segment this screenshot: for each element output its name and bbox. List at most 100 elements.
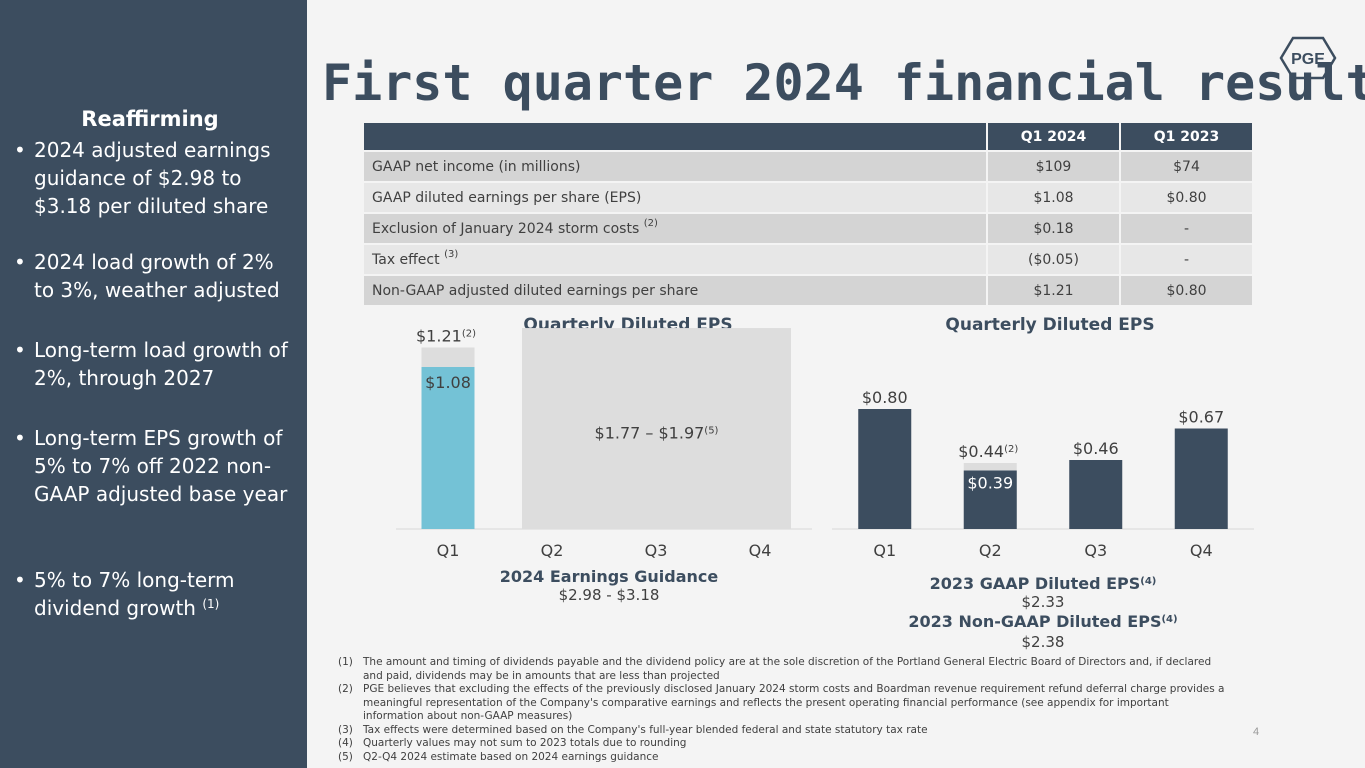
data-label-gaap: $0.67 (1178, 408, 1224, 427)
cell-q1-2023: - (1119, 243, 1254, 276)
x-tick-label: Q1 (873, 541, 896, 560)
logo-text: PGE (1291, 51, 1325, 68)
gaap-total-title: 2023 GAAP Diluted EPS(4) (930, 574, 1157, 593)
sidebar: Reaffirming • 2024 adjusted earnings gui… (0, 0, 307, 768)
sidebar-item: • Long-term load growth of 2%, through 2… (14, 336, 299, 392)
cell-q1-2023: $0.80 (1119, 274, 1254, 307)
data-label-gaap: $0.46 (1073, 439, 1119, 458)
cell-q1-2023: $0.80 (1119, 181, 1254, 214)
cell-q1-2024: $109 (986, 150, 1121, 183)
page-number: 4 (1253, 726, 1260, 738)
footnote-text: PGE believes that excluding the effects … (363, 683, 1225, 722)
footnote-number: (5) (338, 750, 353, 763)
guidance-value: $2.98 - $3.18 (559, 586, 660, 604)
chart-title: Quarterly Diluted EPS (945, 315, 1154, 335)
bullet-icon: • (14, 250, 26, 274)
table-row: Non-GAAP adjusted diluted earnings per s… (362, 274, 1254, 307)
table-header: Q1 2024 (986, 121, 1121, 152)
x-tick-label: Q4 (1190, 541, 1213, 560)
gaap-total-value: $2.33 (1022, 593, 1065, 611)
bullet-icon: • (14, 568, 26, 592)
x-tick-label: Q4 (749, 541, 772, 560)
bar-gaap (1069, 460, 1123, 529)
nongaap-total-value: $2.38 (1022, 633, 1065, 651)
row-label-sup: (2) (643, 217, 658, 229)
x-tick-label: Q2 (979, 541, 1002, 560)
bullet-icon: • (14, 426, 26, 450)
table-row: GAAP diluted earnings per share (EPS) $1… (362, 181, 1254, 214)
table-header (362, 121, 988, 152)
sidebar-item-text: 2024 load growth of 2% to 3%, weather ad… (34, 250, 280, 302)
sidebar-item: • 2024 load growth of 2% to 3%, weather … (14, 248, 299, 304)
cell-q1-2024: $0.18 (986, 212, 1121, 245)
bar-gaap-q1 (421, 367, 475, 529)
row-label-text: Tax effect (372, 251, 440, 268)
footnote: (5) Q2-Q4 2024 estimate based on 2024 ear… (338, 751, 1228, 765)
row-label-sup: (3) (444, 248, 459, 260)
data-label-gaap-q1: $1.08 (425, 373, 471, 392)
data-label-adjusted-q1: $1.21(2) (416, 327, 476, 346)
row-label: Exclusion of January 2024 storm costs (2… (362, 212, 988, 245)
sidebar-item-text: Long-term EPS growth of 5% to 7% off 202… (34, 426, 288, 506)
cell-q1-2023: - (1119, 212, 1254, 245)
data-label-gaap: $0.39 (967, 474, 1013, 493)
footnote: (2) PGE believes that excluding the effec… (338, 683, 1228, 724)
row-label-text: Non-GAAP adjusted diluted earnings per s… (372, 282, 699, 299)
row-label: GAAP diluted earnings per share (EPS) (362, 181, 988, 214)
footnote-number: (2) (338, 683, 353, 695)
row-label: Non-GAAP adjusted diluted earnings per s… (362, 274, 988, 307)
cell-q1-2023: $74 (1119, 150, 1254, 183)
footnote-text: Q2-Q4 2024 estimate based on 2024 earnin… (363, 750, 659, 763)
data-label-adjusted: $0.44(2) (958, 442, 1018, 461)
footnote: (3) Tax effects were determined based on … (338, 724, 1228, 738)
footnote-number: (3) (338, 723, 353, 736)
cell-q1-2024: ($0.05) (986, 243, 1121, 276)
bar-gaap (963, 470, 1017, 529)
sidebar-heading: Reaffirming (81, 107, 219, 131)
sidebar-item-text: 2024 adjusted earnings guidance of $2.98… (34, 138, 271, 218)
footnotes: (1) The amount and timing of dividends pa… (338, 656, 1228, 764)
footnote-text: Tax effects were determined based on the… (363, 723, 928, 736)
sidebar-item: • 2024 adjusted earnings guidance of $2.… (14, 136, 299, 220)
sidebar-item-text: Long-term load growth of 2%, through 202… (34, 338, 288, 390)
eps-2023-chart: Quarterly Diluted EPS $0.80 $0.39 $0.44(2) $… (832, 315, 1254, 651)
table-row: Exclusion of January 2024 storm costs (2… (362, 212, 1254, 245)
table-header-row: Q1 2024 Q1 2023 (362, 121, 1254, 152)
eps-2024-chart: Quarterly Diluted EPS$1.21(2)$1.08$1.77 … (396, 315, 812, 604)
footnote-text: The amount and timing of dividends payab… (363, 656, 1212, 682)
bar-gaap (858, 409, 912, 529)
x-tick-label: Q3 (645, 541, 668, 560)
x-tick-label: Q1 (437, 541, 460, 560)
guidance-range-label: $1.77 – $1.97(5) (595, 424, 719, 443)
sidebar-item-sup: (1) (202, 597, 220, 611)
footnote: (4) Quarterly values may not sum to 2023 … (338, 737, 1228, 751)
page-title: First quarter 2024 financial results (322, 54, 1365, 112)
row-label: Tax effect (3) (362, 243, 988, 276)
cell-q1-2024: $1.08 (986, 181, 1121, 214)
guidance-range-bar (522, 328, 791, 529)
footnote-number: (4) (338, 737, 353, 749)
footnote-text: Quarterly values may not sum to 2023 tot… (363, 737, 687, 749)
bullet-icon: • (14, 138, 26, 162)
pge-logo: PGE (1279, 36, 1337, 80)
table-row: Tax effect (3) ($0.05) - (362, 243, 1254, 276)
nongaap-total-title: 2023 Non-GAAP Diluted EPS(4) (908, 612, 1177, 631)
row-label-text: GAAP net income (in millions) (372, 158, 581, 175)
row-label: GAAP net income (in millions) (362, 150, 988, 183)
data-label-gaap: $0.80 (862, 388, 908, 407)
row-label-text: Exclusion of January 2024 storm costs (372, 220, 640, 237)
sidebar-item: • 5% to 7% long-term dividend growth (1) (14, 566, 299, 622)
table-header: Q1 2023 (1119, 121, 1254, 152)
sidebar-item-text: 5% to 7% long-term dividend growth (34, 568, 235, 620)
financial-table: Q1 2024 Q1 2023 GAAP net income (in mill… (362, 121, 1254, 307)
bullet-icon: • (14, 338, 26, 362)
guidance-title: 2024 Earnings Guidance (500, 567, 719, 586)
table-row: GAAP net income (in millions) $109 $74 (362, 150, 1254, 183)
footnote: (1) The amount and timing of dividends pa… (338, 656, 1228, 683)
bar-gaap (1174, 428, 1228, 529)
cell-q1-2024: $1.21 (986, 274, 1121, 307)
x-tick-label: Q3 (1084, 541, 1107, 560)
x-tick-label: Q2 (541, 541, 564, 560)
row-label-text: GAAP diluted earnings per share (EPS) (372, 189, 642, 206)
